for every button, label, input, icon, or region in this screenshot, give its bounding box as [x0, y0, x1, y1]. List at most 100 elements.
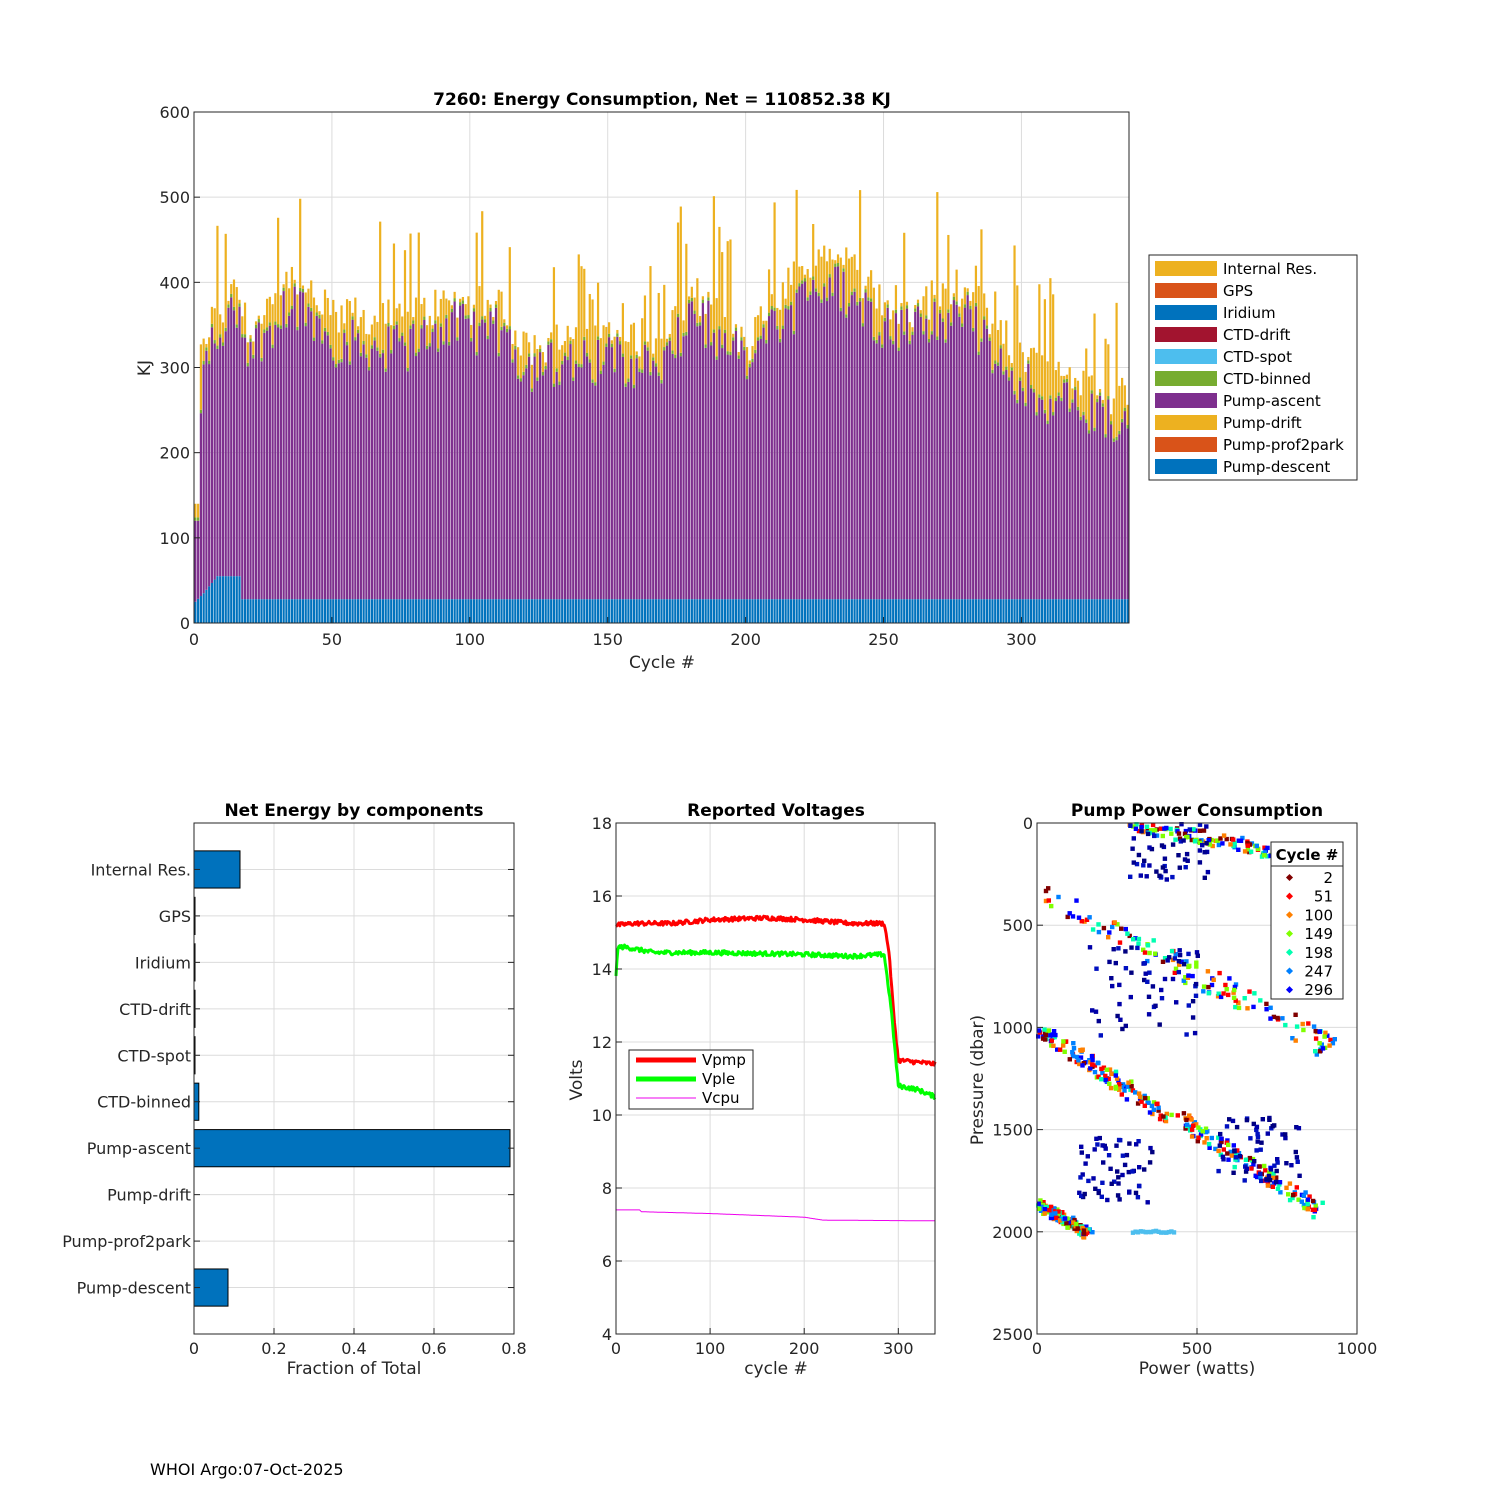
bar-pump-ascent — [853, 291, 856, 600]
pump-point — [1231, 843, 1236, 849]
bar-pump-descent — [456, 599, 459, 623]
bar-pump-descent — [574, 599, 578, 623]
bar-ctd-binned — [812, 276, 815, 280]
bar-pump-ascent — [326, 335, 329, 600]
bar-pump-descent — [572, 599, 575, 623]
bar-pump-descent — [872, 599, 875, 623]
bar-internal-res — [999, 320, 1002, 346]
bar-pump-ascent — [390, 353, 393, 600]
pump-point — [1185, 858, 1190, 863]
bar-internal-res — [966, 288, 969, 292]
bar-pump-ascent — [963, 307, 966, 600]
pump-point — [1228, 842, 1233, 847]
pump-point — [1100, 1143, 1105, 1148]
pump-point — [1096, 929, 1102, 935]
pump-point — [1124, 1152, 1130, 1158]
bar-internal-res — [627, 341, 630, 379]
pump-point — [1173, 837, 1178, 842]
pump-point — [1218, 994, 1224, 1000]
pump-point — [1220, 1154, 1226, 1159]
pump-point — [1296, 1126, 1302, 1131]
pump-point — [1098, 1033, 1103, 1038]
bar-pump-ascent — [221, 345, 225, 577]
pump-point — [1127, 1190, 1132, 1195]
bar-pump-descent — [861, 599, 864, 623]
bar-internal-res — [1060, 375, 1063, 398]
bar-internal-res — [282, 284, 285, 288]
bar-ctd-binned — [1010, 367, 1013, 371]
pump-point — [1193, 839, 1198, 844]
bar-pump-descent — [938, 599, 942, 623]
pump-legend-label: 51 — [1314, 888, 1333, 906]
bar-pump-ascent — [274, 324, 277, 600]
components-title: Net Energy by components — [224, 801, 483, 821]
pump-point — [1113, 1073, 1118, 1078]
bar-ctd-binned — [936, 336, 939, 340]
pump-point — [1127, 1141, 1132, 1146]
bar-internal-res — [872, 287, 875, 337]
bar-pump-ascent — [985, 328, 989, 600]
bar-pump-descent — [205, 589, 208, 623]
pump-point — [1202, 875, 1207, 880]
bar-internal-res — [765, 320, 768, 341]
bar-ctd-binned — [809, 291, 812, 295]
bar-pump-ascent — [916, 306, 920, 600]
bar-ctd-binned — [734, 327, 738, 331]
bar-pump-ascent — [908, 344, 911, 600]
bar-pump-ascent — [497, 356, 500, 600]
pump-point — [1203, 1129, 1209, 1135]
bar-ctd-binned — [539, 348, 542, 353]
pump-point — [1109, 1071, 1114, 1077]
bar-pump-ascent — [434, 323, 437, 600]
bar-pump-descent — [715, 599, 718, 623]
bar-internal-res — [414, 297, 418, 353]
pump-point — [1133, 826, 1139, 831]
bar-pump-descent — [503, 599, 506, 623]
bar-ctd-binned — [381, 349, 385, 354]
pump-point — [1115, 922, 1120, 927]
pump-point — [1109, 976, 1114, 981]
pump-point — [1109, 1181, 1114, 1186]
bar-internal-res — [991, 323, 994, 370]
pump-point — [1071, 1215, 1076, 1220]
bar-internal-res — [715, 298, 718, 357]
bar-internal-res — [701, 296, 704, 300]
pump-point — [1286, 1192, 1291, 1197]
bar-ctd-binned — [448, 341, 451, 346]
pump-point — [1262, 845, 1267, 850]
pump-point — [1142, 1167, 1147, 1172]
bar-internal-res — [704, 313, 707, 345]
bar-ctd-binned — [329, 344, 332, 349]
bar-pump-descent — [321, 599, 324, 623]
pump-legend-label: 247 — [1304, 963, 1333, 981]
bar-ctd-binned — [878, 332, 881, 336]
bar-internal-res — [459, 298, 462, 303]
bar-pump-ascent — [357, 333, 360, 600]
bar-pump-descent — [345, 599, 349, 623]
bar-pump-ascent — [632, 388, 636, 600]
pump-point — [1206, 838, 1211, 843]
voltages-ytick-label: 18 — [592, 814, 612, 833]
bar-internal-res — [638, 356, 641, 369]
energy-legend-label: Pump-ascent — [1223, 392, 1321, 410]
pump-point — [1197, 860, 1203, 865]
pump-point — [1049, 903, 1054, 909]
bar-pump-ascent — [897, 350, 900, 600]
bar-pump-ascent — [704, 347, 707, 600]
bar-pump-ascent — [983, 319, 986, 600]
bar-internal-res — [607, 322, 611, 334]
pump-point — [1149, 1103, 1155, 1109]
bar-pump-ascent — [1038, 397, 1041, 600]
pump-point — [1270, 1124, 1275, 1129]
pump-point — [1291, 1192, 1296, 1198]
bar-pump-ascent — [930, 334, 933, 600]
components-xtick-label: 0.4 — [341, 1339, 366, 1358]
bar-internal-res — [224, 233, 227, 328]
pump-point — [1053, 1032, 1058, 1038]
pump-point — [1042, 1207, 1048, 1212]
bar-pump-ascent — [682, 336, 685, 600]
pump-point — [1083, 1161, 1088, 1166]
bar-pump-ascent — [947, 312, 950, 600]
bar-pump-ascent — [1096, 402, 1099, 600]
bar-pump-ascent — [836, 266, 840, 600]
